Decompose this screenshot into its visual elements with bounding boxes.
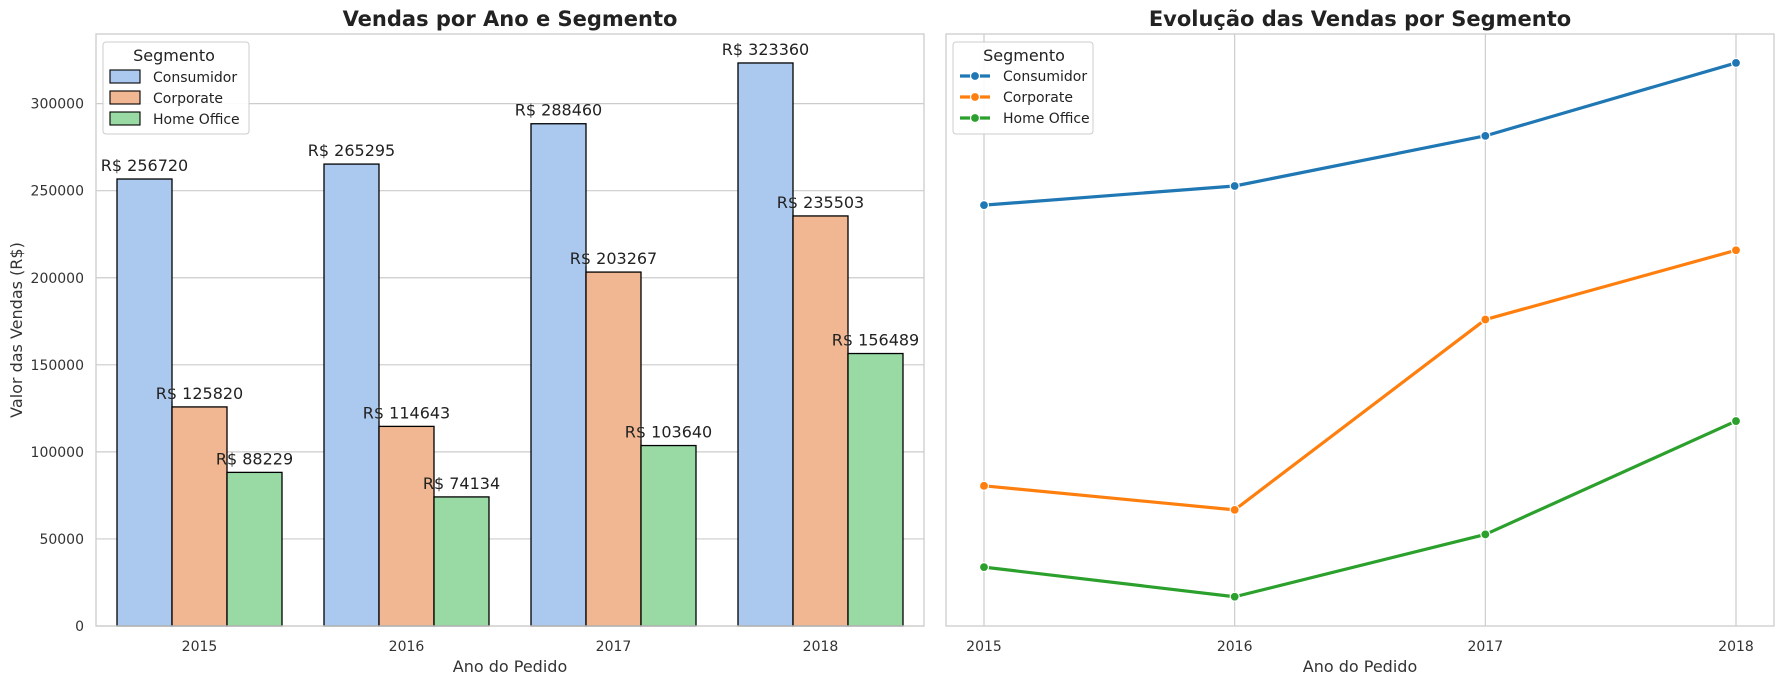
line-legend-marker-corporate: [969, 91, 981, 103]
bar-home-office-2018: [847, 352, 904, 627]
bar-y-tick-label-0: 0: [75, 619, 84, 635]
line-legend-label-corporate: Corporate: [1003, 90, 1073, 106]
bar-y-tick-label-150000: 150000: [31, 358, 84, 374]
bar-legend-label-consumidor: Consumidor: [153, 70, 237, 86]
bar-x-tick-label-2015: 2015: [182, 639, 218, 655]
bar-x-tick-label-2018: 2018: [803, 639, 839, 655]
line-series-corporate: [982, 248, 1738, 512]
bar-consumidor-2016: [323, 163, 380, 627]
bar-y-tick-label-250000: 250000: [31, 184, 84, 200]
bar-corporate-2015: [171, 406, 228, 627]
bar-x-tick-label-2016: 2016: [389, 639, 425, 655]
bar-label-home-office-2017: R$ 103640: [625, 423, 712, 442]
bar-y-axis-label: Valor das Vendas (R$): [7, 242, 26, 418]
line-point-consumidor-2016: [1229, 180, 1240, 192]
line-x-axis-label: Ano do Pedido: [1303, 657, 1417, 676]
line-series-consumidor: [982, 61, 1738, 207]
line-grid: [983, 34, 1737, 626]
line-plot-frame: [945, 33, 1775, 627]
bar-consumidor-2018: [737, 62, 794, 627]
line-legend-items: Consumidor Corporate Home Office: [960, 69, 1090, 127]
line-point-corporate-2018: [1730, 245, 1742, 256]
bar-plot-frame: [95, 33, 925, 627]
bar-bars: [116, 62, 904, 627]
bar-legend: Segmento Consumidor Corporate Home Office: [102, 41, 250, 135]
bar-legend-box: [102, 41, 250, 135]
line-point-home-office-2017: [1480, 529, 1491, 540]
bar-label-consumidor-2015: R$ 256720: [101, 156, 188, 175]
bar-label-consumidor-2018: R$ 323360: [722, 40, 809, 59]
line-point-home-office-2016: [1229, 591, 1240, 602]
line-legend-label-home-office: Home Office: [1003, 111, 1090, 127]
line-x-tick-label-2017: 2017: [1468, 639, 1504, 655]
bar-home-office-2017: [640, 444, 697, 627]
bar-label-home-office-2018: R$ 156489: [832, 331, 919, 350]
bar-chart: Vendas por Ano e Segmento R$ 256720 R$ 12…: [7, 7, 925, 676]
line-point-consumidor-2018: [1730, 57, 1742, 69]
bar-y-tick-label-100000: 100000: [31, 445, 84, 461]
line-point-corporate-2016: [1229, 504, 1240, 515]
line-chart-title: Evolução das Vendas por Segmento: [1149, 7, 1571, 31]
line-point-home-office-2015: [978, 562, 990, 573]
bar-label-corporate-2015: R$ 125820: [156, 384, 243, 403]
bar-label-consumidor-2017: R$ 288460: [515, 101, 602, 120]
bar-corporate-2017: [585, 271, 642, 627]
line-x-tick-label-2018: 2018: [1718, 639, 1754, 655]
line-series: [978, 57, 1742, 602]
bar-data-labels: R$ 256720 R$ 125820 R$ 88229 R$ 265295 R$ 11…: [101, 40, 919, 493]
bar-x-tick-label-2017: 2017: [596, 639, 632, 655]
bar-corporate-2018: [792, 215, 849, 627]
bar-label-corporate-2016: R$ 114643: [363, 403, 450, 422]
bar-label-home-office-2016: R$ 74134: [423, 474, 500, 493]
bar-label-corporate-2017: R$ 203267: [570, 249, 657, 268]
line-legend: Segmento Consumidor Corporate Home Office: [952, 41, 1094, 135]
bar-y-tick-label-200000: 200000: [31, 271, 84, 287]
bar-y-tick-label-50000: 50000: [39, 532, 84, 548]
line-legend-title: Segmento: [983, 46, 1065, 65]
bar-y-tick-label-300000: 300000: [31, 97, 84, 113]
line-legend-label-consumidor: Consumidor: [1003, 69, 1087, 85]
bar-x-ticks: 2015 2016 2017 2018: [182, 639, 839, 655]
bar-legend-swatch-corporate: [109, 90, 141, 105]
line-x-tick-label-2016: 2016: [1217, 639, 1253, 655]
bar-label-corporate-2018: R$ 235503: [777, 193, 864, 212]
line-point-home-office-2018: [1730, 415, 1742, 427]
bar-legend-swatch-home-office: [109, 111, 141, 126]
bar-legend-title: Segmento: [133, 46, 215, 65]
line-legend-box: [952, 41, 1094, 135]
line-point-corporate-2015: [978, 480, 990, 491]
bar-corporate-2016: [378, 425, 435, 627]
bar-legend-items: Consumidor Corporate Home Office: [109, 69, 240, 128]
line-point-consumidor-2017: [1480, 130, 1491, 141]
bar-chart-title: Vendas por Ano e Segmento: [343, 7, 678, 31]
bar-legend-swatch-consumidor: [109, 69, 141, 84]
line-legend-marker-consumidor: [969, 70, 981, 82]
line-series-home-office: [982, 419, 1738, 599]
bar-x-axis-label: Ano do Pedido: [453, 657, 567, 676]
line-chart: Evolução das Vendas por Segmento 2015 201…: [945, 7, 1775, 676]
bar-consumidor-2017: [530, 123, 587, 627]
bar-legend-label-corporate: Corporate: [153, 91, 223, 107]
line-point-corporate-2017: [1480, 314, 1491, 325]
line-point-consumidor-2015: [978, 200, 990, 211]
bar-home-office-2016: [433, 496, 490, 627]
bar-y-ticks: 0 50000 100000 150000 200000 250000 300000: [31, 97, 84, 635]
bar-label-consumidor-2016: R$ 265295: [308, 141, 395, 160]
line-x-ticks: 2015 2016 2017 2018: [966, 639, 1754, 655]
bar-label-home-office-2015: R$ 88229: [216, 449, 293, 468]
line-x-tick-label-2015: 2015: [966, 639, 1002, 655]
bar-home-office-2015: [226, 471, 283, 627]
line-legend-marker-home-office: [969, 112, 981, 124]
bar-legend-label-home-office: Home Office: [153, 112, 240, 128]
